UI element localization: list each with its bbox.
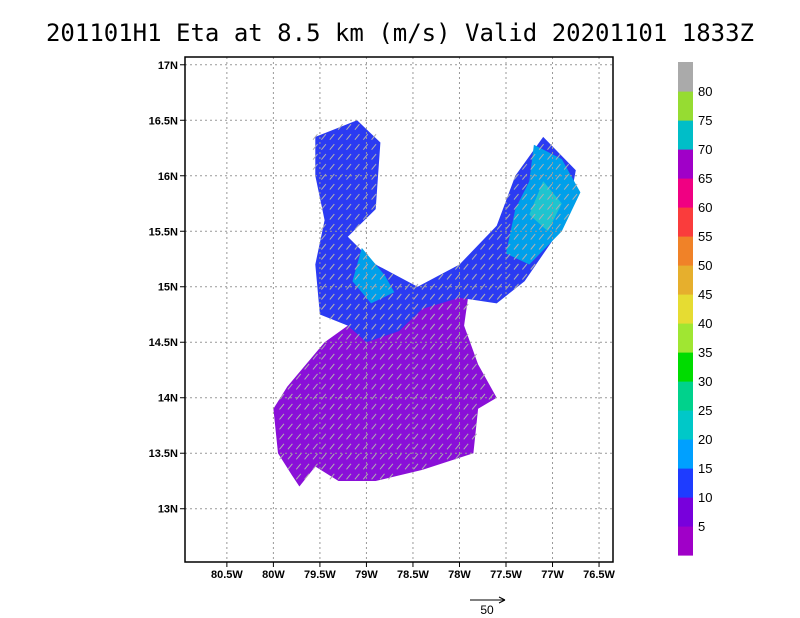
colorbar-segment (678, 410, 693, 440)
colorbar-label: 10 (698, 490, 712, 505)
x-tick-label: 77.5W (490, 569, 522, 581)
x-tick-label: 76.5W (583, 569, 615, 581)
x-tick-label: 80W (262, 569, 285, 581)
x-tick-label: 77W (541, 569, 564, 581)
colorbar-segment (678, 91, 693, 121)
y-tick-label: 14N (158, 393, 178, 405)
x-tick-label: 78W (448, 569, 471, 581)
colorbar-segment (678, 62, 693, 92)
colorbar-label: 45 (698, 287, 712, 302)
colorbar-label: 80 (698, 84, 712, 99)
wind-region-4 (529, 181, 562, 232)
y-tick-label: 13N (158, 504, 178, 516)
colorbar-segment (678, 381, 693, 411)
colorbar-segment (678, 468, 693, 498)
colorbar-segment (678, 439, 693, 469)
colorbar-segment (678, 149, 693, 179)
x-axis-ticks: 80.5W 80W 79.5W 79W 78.5W 78W 77.5W 77W 76.5W (211, 562, 616, 581)
wind-vectors (279, 123, 578, 480)
colorbar: 5 10 15 20 25 30 35 40 45 50 55 60 65 70 75 80 (678, 62, 712, 556)
colorbar-label: 55 (698, 229, 712, 244)
colorbar-label: 25 (698, 403, 712, 418)
colorbar-segment (678, 323, 693, 353)
y-tick-label: 14.5N (149, 337, 178, 349)
reference-arrowhead (498, 596, 506, 604)
y-axis-ticks: 17N 16.5N 16N 15.5N 15N 14.5N 14N 13.5N 13N (149, 60, 185, 516)
colorbar-label: 20 (698, 432, 712, 447)
plot-frame (184, 56, 614, 563)
colorbar-label: 15 (698, 461, 712, 476)
colorbar-label: 65 (698, 171, 712, 186)
y-tick-label: 16N (158, 171, 178, 183)
gridlines (185, 57, 613, 562)
y-tick-label: 15.5N (149, 226, 178, 238)
colorbar-segment (678, 294, 693, 324)
x-tick-label: 79W (355, 569, 378, 581)
colorbar-label: 35 (698, 345, 712, 360)
colorbar-segment (678, 497, 693, 527)
y-tick-label: 15N (158, 282, 178, 294)
colorbar-label: 50 (698, 258, 712, 273)
colorbar-label: 70 (698, 142, 712, 157)
wind-region-3 (352, 247, 395, 304)
colorbar-segment (678, 352, 693, 382)
chart-title: 201101H1 Eta at 8.5 km (m/s) Valid 20201… (46, 19, 754, 47)
y-tick-label: 13.5N (149, 448, 178, 460)
colorbar-label: 40 (698, 316, 712, 331)
y-tick-label: 17N (158, 60, 178, 72)
colorbar-label: 60 (698, 200, 712, 215)
colorbar-segment (678, 178, 693, 208)
reference-label: 50 (480, 603, 494, 617)
x-tick-label: 78.5W (397, 569, 429, 581)
y-tick-label: 16.5N (149, 115, 178, 127)
x-tick-label: 80.5W (211, 569, 243, 581)
colorbar-segment (678, 207, 693, 237)
wind-vector-field (279, 123, 578, 480)
reference-vector: 50 (470, 596, 506, 617)
x-tick-label: 79.5W (304, 569, 336, 581)
colorbar-label: 75 (698, 113, 712, 128)
colorbar-label: 30 (698, 374, 712, 389)
colorbar-segment (678, 120, 693, 150)
colorbar-segment (678, 265, 693, 295)
colorbar-segment (678, 526, 693, 556)
colorbar-label: 5 (698, 519, 705, 534)
colorbar-segment (678, 236, 693, 266)
